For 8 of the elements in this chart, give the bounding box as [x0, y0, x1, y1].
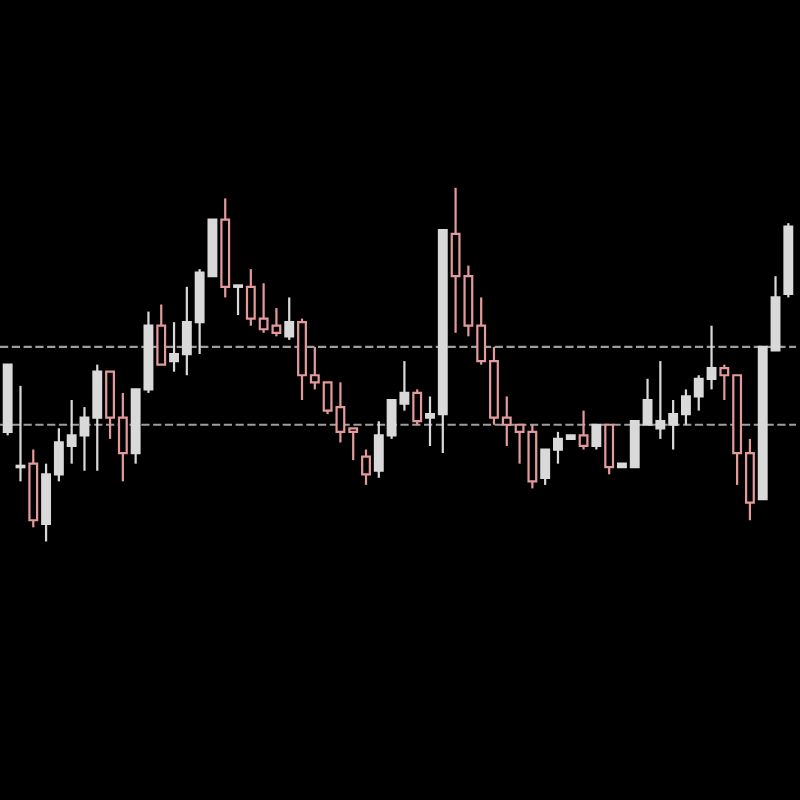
- candlestick: [156, 303, 167, 366]
- candlestick: [591, 423, 602, 451]
- candlestick: [361, 448, 371, 486]
- candlestick: [604, 423, 615, 476]
- candlestick: [284, 296, 295, 341]
- candlestick: [233, 284, 243, 317]
- candlestick: [412, 388, 423, 426]
- candlestick: [578, 409, 589, 451]
